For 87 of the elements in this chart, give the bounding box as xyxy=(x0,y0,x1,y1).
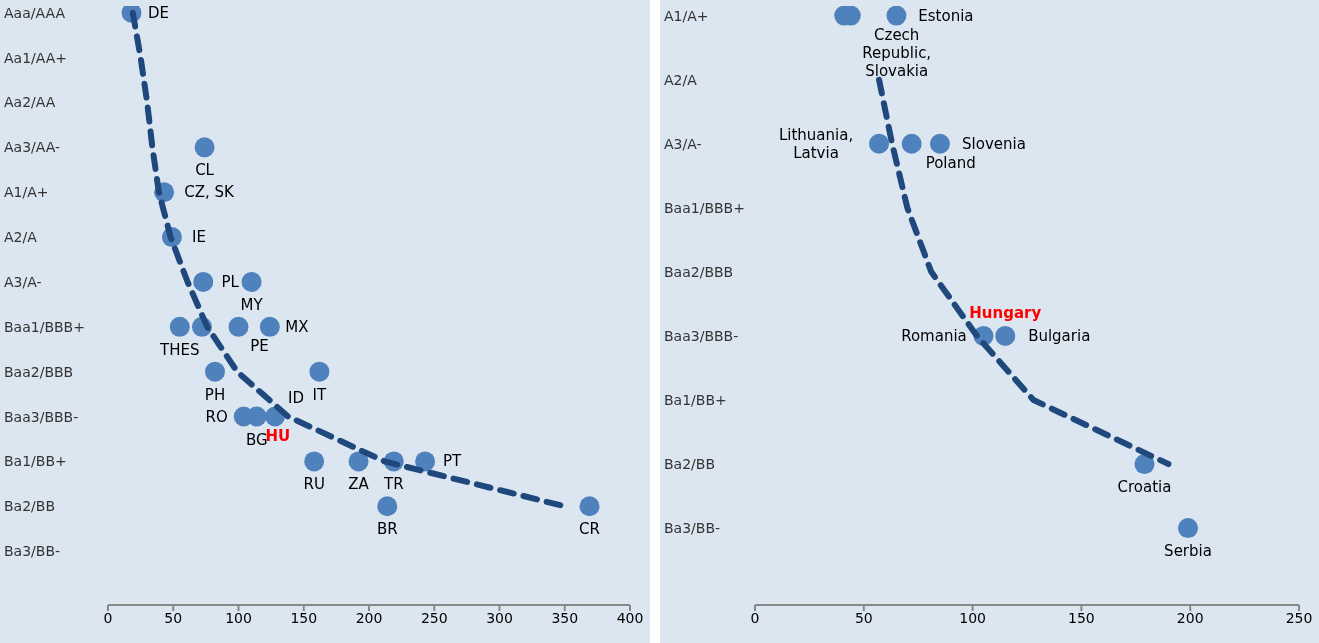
point xyxy=(1178,518,1199,539)
annotation: BG xyxy=(245,430,268,449)
annotation: Romania xyxy=(901,326,967,345)
annotation: TR xyxy=(383,475,404,494)
annotation: RU xyxy=(303,475,325,494)
annotation: Czech Republic, Slovakia xyxy=(862,25,932,80)
annotation: DE xyxy=(147,3,170,22)
y-tick-label: A2/A xyxy=(664,71,698,88)
annotation: CZ, SK xyxy=(184,183,236,202)
x-tick-label: 200 xyxy=(1176,609,1204,626)
point xyxy=(194,137,215,158)
x-tick-label: 400 xyxy=(616,609,644,626)
x-tick-label: 350 xyxy=(551,609,579,626)
annotation: BR xyxy=(376,520,398,539)
y-tick-label: Aa3/AA- xyxy=(4,139,61,156)
annotation: THES xyxy=(159,340,200,359)
annotation: Croatia xyxy=(1117,478,1172,497)
annotation: Slovenia xyxy=(962,134,1026,153)
point xyxy=(1134,454,1155,475)
point xyxy=(193,271,214,292)
annotation: Lithuania, Latvia xyxy=(778,125,854,162)
y-tick-label: Ba3/BB- xyxy=(4,543,61,560)
y-tick-label: Aa2/AA xyxy=(4,94,56,111)
annotation: IE xyxy=(191,228,206,247)
x-tick-label: 300 xyxy=(486,609,513,626)
annotation: IT xyxy=(312,385,328,404)
point xyxy=(259,316,280,337)
point xyxy=(309,361,330,382)
y-tick-label: Baa3/BBB- xyxy=(664,327,739,344)
annotation: Bulgaria xyxy=(1028,326,1091,345)
x-tick-label: 150 xyxy=(290,609,318,626)
annotation: PE xyxy=(250,336,269,355)
point xyxy=(241,271,262,292)
annotation: ID xyxy=(288,388,305,407)
point xyxy=(348,451,369,472)
point xyxy=(886,6,907,26)
point xyxy=(304,451,325,472)
annotation: MY xyxy=(240,295,264,314)
annotation: PT xyxy=(443,452,463,471)
y-tick-label: Aaa/AAA xyxy=(4,4,66,21)
point xyxy=(869,133,890,154)
y-tick-label: A3/A- xyxy=(4,273,42,290)
annotation: Serbia xyxy=(1164,542,1212,561)
y-tick-label: Baa1/BBB+ xyxy=(664,199,745,216)
x-tick-label: 100 xyxy=(225,609,252,626)
y-tick-label: A3/A- xyxy=(664,135,702,152)
point xyxy=(901,133,922,154)
x-tick-label: 0 xyxy=(103,609,113,626)
annotation: CR xyxy=(579,520,600,539)
y-tick-label: Ba3/BB- xyxy=(664,520,721,537)
annotation: Estonia xyxy=(918,6,974,25)
y-tick-label: Baa2/BBB xyxy=(4,363,74,380)
point xyxy=(579,496,600,517)
y-tick-label: Ba1/BB+ xyxy=(664,391,727,408)
x-tick-label: 0 xyxy=(750,609,760,626)
point xyxy=(205,361,226,382)
x-tick-label: 100 xyxy=(959,609,986,626)
point xyxy=(929,133,950,154)
annotation: RO xyxy=(205,407,228,426)
y-tick-label: Ba2/BB xyxy=(664,456,716,473)
y-tick-label: Ba2/BB xyxy=(4,498,56,515)
point xyxy=(415,451,436,472)
x-tick-label: 250 xyxy=(420,609,448,626)
y-tick-label: A1/A+ xyxy=(4,184,49,201)
annotation: MX xyxy=(285,317,309,336)
annotation: PH xyxy=(204,385,226,404)
point xyxy=(228,316,249,337)
series-label: Hungary xyxy=(969,303,1042,322)
annotation: PL xyxy=(221,272,240,291)
x-tick-label: 150 xyxy=(1068,609,1095,626)
annotation: ZA xyxy=(348,475,370,494)
annotation: CL xyxy=(195,161,215,180)
x-tick-label: 50 xyxy=(854,609,873,626)
y-tick-label: Ba1/BB+ xyxy=(4,453,67,470)
annotation: Poland xyxy=(925,153,976,172)
y-tick-label: Baa2/BBB xyxy=(664,263,734,280)
y-tick-label: Aa1/AA+ xyxy=(4,49,68,66)
point xyxy=(995,325,1016,346)
point xyxy=(169,316,190,337)
y-tick-label: A2/A xyxy=(4,229,38,246)
y-tick-label: Baa3/BBB- xyxy=(4,408,79,425)
y-tick-label: A1/A+ xyxy=(664,7,709,24)
x-tick-label: 200 xyxy=(355,609,383,626)
y-tick-label: Baa1/BBB+ xyxy=(4,318,85,335)
x-tick-label: 50 xyxy=(164,609,183,626)
point xyxy=(377,496,398,517)
x-tick-label: 250 xyxy=(1285,609,1313,626)
